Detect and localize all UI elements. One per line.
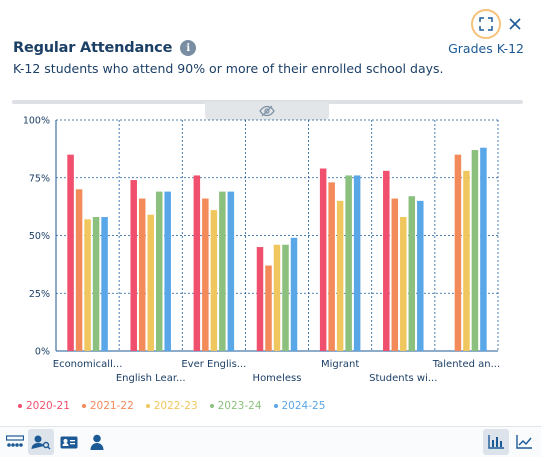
y-tick-label: 25%: [29, 289, 50, 300]
search-user-button[interactable]: [28, 429, 54, 455]
legend-label: 2024-25: [281, 400, 326, 412]
title-row: Regular Attendance i: [13, 40, 197, 56]
bar: [345, 175, 352, 351]
x-tick-label: Ever Englis...: [181, 359, 246, 370]
legend-dot: [273, 404, 278, 408]
bar: [256, 247, 264, 351]
bar: [290, 237, 298, 351]
x-tick-label: Economicall...: [53, 359, 123, 370]
bar: [227, 191, 235, 351]
bar: [193, 175, 201, 351]
chart-area: 0% 25% 50% 75% 100% Economicall... English Lea…: [0, 110, 541, 390]
bar: [155, 191, 163, 351]
bar: [265, 265, 272, 351]
collapse-chart-button[interactable]: [205, 102, 329, 120]
legend-label: 2021-22: [89, 400, 134, 412]
legend-dot: [209, 404, 214, 408]
bar-chart-view-button[interactable]: [483, 429, 509, 455]
y-tick-label: 75%: [29, 173, 50, 184]
x-tick-label: English Lear...: [116, 373, 186, 384]
legend-label: 2023-24: [217, 400, 262, 412]
x-tick-label: Talented an...: [432, 359, 500, 370]
line-chart-view-button[interactable]: [511, 429, 537, 455]
y-tick-label: 100%: [23, 116, 50, 127]
bar: [75, 189, 83, 351]
expand-button[interactable]: [471, 9, 501, 39]
subtitle: K-12 students who attend 90% or more of …: [13, 61, 444, 76]
bar: [101, 217, 108, 351]
bar-chart: 0% 25% 50% 75% 100% Economicall... English Lea…: [23, 116, 500, 385]
expand-icon: [479, 17, 493, 31]
eye-slash-icon: [259, 105, 275, 117]
bar: [273, 244, 281, 351]
bar: [471, 150, 479, 351]
close-button[interactable]: [505, 12, 525, 36]
group-view-button[interactable]: [2, 429, 28, 455]
legend-label: 2022-23: [153, 400, 198, 412]
bar: [92, 217, 100, 351]
bar: [282, 244, 289, 351]
line-chart-icon: [516, 435, 532, 449]
x-tick-label: Students wi...: [369, 373, 437, 384]
page-title: Regular Attendance: [13, 40, 173, 56]
close-icon: [509, 18, 521, 30]
legend-label: 2020-21: [26, 400, 70, 412]
legend-item[interactable]: 2024-25: [273, 400, 326, 412]
bar: [164, 191, 171, 351]
bar: [84, 219, 91, 351]
legend-item[interactable]: 2021-22: [81, 400, 134, 412]
legend-dot: [18, 404, 22, 408]
bar: [353, 175, 361, 351]
group-view-icon: [6, 435, 24, 447]
person-button[interactable]: [84, 429, 110, 455]
bar: [417, 200, 424, 351]
bar: [454, 154, 462, 351]
grade-filter-link[interactable]: Grades K-12: [448, 41, 524, 56]
bar: [210, 210, 218, 351]
y-tick-label: 0%: [35, 347, 50, 358]
bar: [130, 180, 137, 351]
person-icon: [90, 434, 104, 450]
bar: [391, 198, 399, 351]
id-card-button[interactable]: [56, 429, 82, 455]
bar: [328, 182, 335, 351]
bar: [383, 170, 390, 351]
x-tick-label: Homeless: [253, 373, 302, 384]
bar: [319, 168, 327, 351]
bar: [202, 198, 209, 351]
bar: [336, 200, 344, 351]
bar: [219, 191, 226, 351]
y-tick-label: 50%: [29, 231, 50, 242]
top-controls: [471, 9, 525, 39]
legend-item[interactable]: 2020-21: [18, 400, 70, 412]
legend-dot: [81, 404, 86, 408]
bar: [480, 147, 487, 351]
bar: [400, 217, 407, 351]
bar: [138, 198, 146, 351]
bar: [463, 170, 470, 351]
bar: [408, 196, 416, 351]
legend-item[interactable]: 2023-24: [209, 400, 262, 412]
legend-item[interactable]: 2022-23: [145, 400, 198, 412]
chart-legend: 2020-21 2021-22 2022-23 2023-24 2024-25: [18, 400, 325, 412]
info-icon[interactable]: i: [180, 40, 197, 56]
id-card-icon: [60, 436, 78, 448]
bar: [67, 154, 74, 351]
bar-chart-icon: [488, 435, 504, 449]
x-tick-label: Migrant: [321, 359, 359, 370]
legend-dot: [145, 404, 150, 408]
bar: [147, 214, 154, 351]
search-user-icon: [31, 435, 51, 450]
bottom-toolbar: [0, 426, 541, 457]
